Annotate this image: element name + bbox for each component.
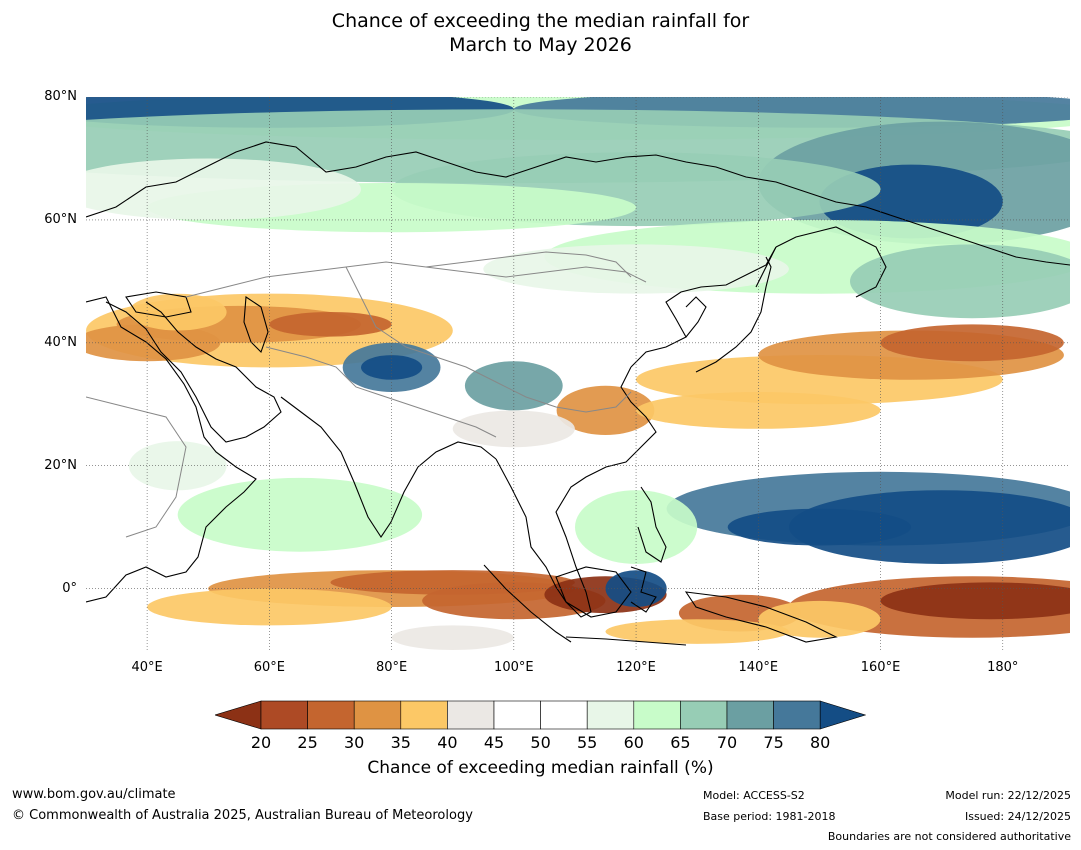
colorbar-segment [307, 700, 355, 730]
colorbar-tick-label: 35 [390, 733, 411, 752]
colorbar-segment [680, 700, 728, 730]
shading-area [788, 490, 1070, 564]
colorbar-segment [400, 700, 448, 730]
longitude-tick-label: 60°E [253, 660, 285, 675]
latitude-tick-label: 80°N [44, 89, 77, 104]
shading-area [880, 582, 1070, 620]
shading-area [452, 410, 575, 448]
longitude-tick-label: 80°E [375, 660, 408, 675]
colorbar-title: Chance of exceeding median rainfall (%) [367, 758, 714, 778]
copyright-text: © Commonwealth of Australia 2025, Austra… [12, 808, 473, 823]
shading-area [880, 324, 1064, 362]
coast-sulawesi [630, 566, 657, 613]
shading-area [86, 324, 221, 362]
colorbar-tick-label: 55 [577, 733, 598, 752]
coast-sumatra [483, 564, 572, 643]
coast-caspian [243, 296, 269, 354]
model-run-date: Model run: 22/12/2025 [945, 789, 1071, 802]
graticule [86, 97, 1070, 650]
shading-area [850, 244, 1070, 319]
border-mongolia [425, 251, 632, 278]
coast-arctic [86, 141, 1070, 266]
shading-area [605, 570, 667, 607]
country-borders [86, 251, 647, 538]
longitude-tick-label: 40°E [131, 660, 163, 675]
rainfall-map [86, 97, 1070, 650]
longitude-tick-label: 140°E [738, 660, 779, 675]
border-china [345, 266, 632, 413]
shading-area [636, 392, 881, 429]
website-link[interactable]: www.bom.gov.au/climate [12, 787, 176, 802]
coast-black-sea [125, 291, 192, 318]
colorbar-segment [493, 700, 541, 730]
colorbar-tick-label: 30 [344, 733, 365, 752]
coast-japan [695, 256, 772, 373]
shading-area [758, 600, 881, 638]
latitude-tick-label: 20°N [44, 457, 77, 473]
colorbar [213, 700, 867, 734]
title-line-2: March to May 2026 [449, 34, 632, 56]
coast-okhotsk [755, 246, 777, 288]
colorbar-tick-label: 80 [810, 733, 831, 752]
colorbar-tick-label: 70 [716, 733, 738, 752]
shading-area [391, 625, 514, 650]
shading-area [128, 293, 227, 331]
base-period: Base period: 1981-2018 [703, 810, 836, 823]
coast-new-guinea [684, 591, 838, 643]
coastlines [86, 141, 1070, 646]
colorbar-segment [633, 700, 681, 730]
colorbar-tick-label: 25 [297, 733, 318, 752]
longitude-tick-label: 180° [987, 660, 1019, 675]
coast-korea [685, 296, 707, 338]
colorbar-tick-label: 50 [530, 733, 551, 752]
shading-area [128, 441, 227, 491]
shading-area [575, 490, 698, 564]
longitude-tick-label: 120°E [616, 660, 656, 675]
title-line-1: Chance of exceeding the median rainfall … [331, 10, 750, 32]
border-south-asia [265, 346, 497, 438]
coast-borneo [555, 566, 632, 618]
coast-china [630, 246, 777, 368]
colorbar-tick-label: 45 [483, 733, 505, 752]
coast-arabia [105, 301, 282, 443]
coast-java [565, 636, 687, 646]
coast-se-asia [495, 366, 657, 618]
shading-area [727, 508, 912, 546]
latitude-tick-label: 60°N [44, 211, 77, 227]
shading-area [605, 619, 789, 644]
coast-philippines [637, 486, 667, 563]
boundary-disclaimer: Boundaries are not considered authoritat… [827, 830, 1071, 843]
latitude-tick-label: 40°N [44, 334, 77, 350]
colorbar-segment [353, 700, 402, 730]
colorbar-high-extension [819, 700, 867, 730]
coast-kamchatka [775, 226, 887, 298]
colorbar-segment [726, 700, 774, 730]
issued-date: Issued: 24/12/2025 [964, 810, 1071, 823]
shading-area [86, 158, 361, 220]
colorbar-segment [586, 700, 635, 730]
colorbar-tick-label: 40 [437, 733, 458, 752]
shading-area [556, 385, 655, 435]
shading-area [269, 312, 392, 337]
colorbar-segment [540, 700, 588, 730]
colorbar-tick-label: 60 [623, 733, 644, 752]
longitude-tick-label: 100°E [494, 660, 534, 675]
colorbar-tick-label: 75 [763, 733, 784, 752]
colorbar-tick-label: 65 [670, 733, 691, 752]
model-name: Model: ACCESS-S2 [703, 789, 805, 802]
border-africa [86, 396, 187, 538]
coast-india [280, 396, 497, 539]
colorbar-tick-label: 20 [250, 733, 272, 752]
chart-title: Chance of exceeding the median rainfall … [0, 9, 1081, 57]
colorbar-segment [260, 700, 308, 730]
colorbar-low-extension [213, 700, 262, 730]
colorbar-segment [773, 700, 821, 730]
shading-area [177, 477, 423, 552]
longitude-tick-label: 160°E [860, 660, 901, 675]
coast-africa [86, 296, 257, 603]
latitude-tick-label: 0° [62, 580, 77, 596]
colorbar-segment [447, 700, 495, 730]
